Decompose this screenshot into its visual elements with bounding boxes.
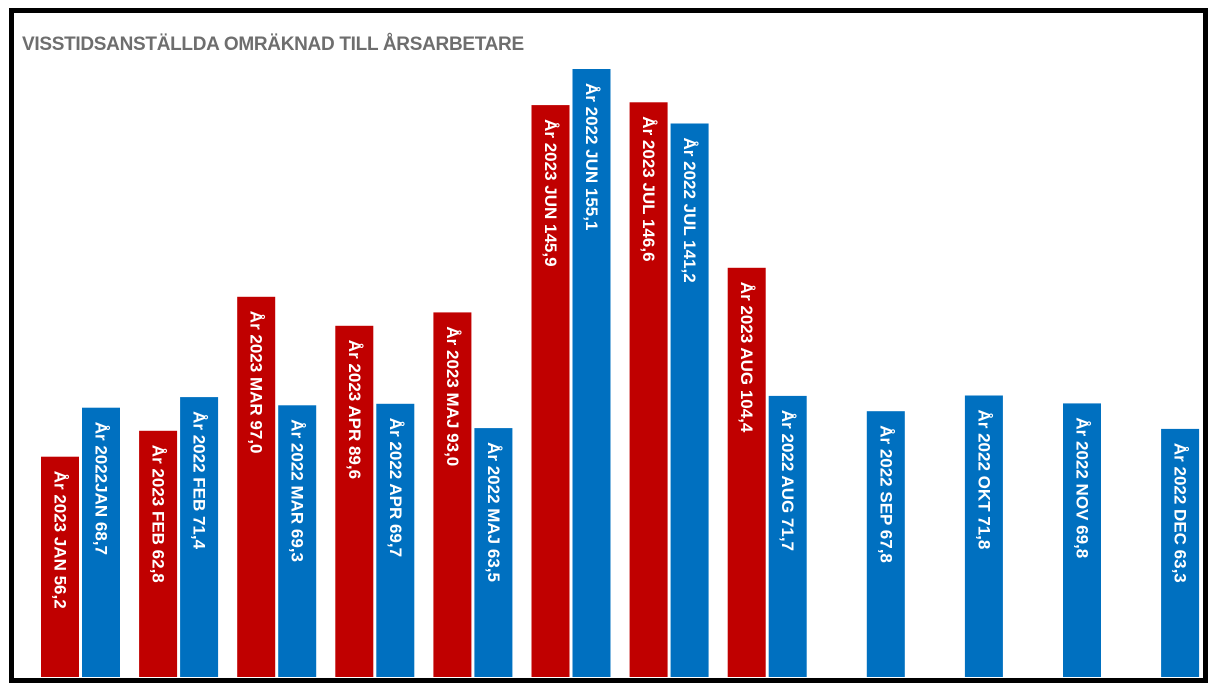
bar-2022-okt — [964, 395, 1003, 677]
bar-2023-apr — [335, 325, 374, 677]
data-label-2023-maj: År 2023 MAJ 93,0 — [443, 326, 462, 466]
data-label-2023-jun: År 2023 JUN 145,9 — [541, 119, 560, 266]
bar-2022-apr — [376, 403, 415, 677]
data-label-2023-mar: År 2023 MAR 97,0 — [247, 311, 266, 454]
data-label-2022-aug: År 2022 AUG 71,7 — [778, 410, 797, 551]
bar-2022-feb — [180, 397, 219, 677]
data-label-2023-feb: År 2023 FEB 62,8 — [149, 445, 168, 583]
bar-2022-maj — [474, 428, 513, 677]
bar-2022-nov — [1063, 403, 1101, 677]
bar-2022-aug — [768, 395, 807, 677]
bar-2022-dec — [1161, 428, 1200, 677]
data-label-2022-jun: År 2022 JUN 155,1 — [582, 83, 601, 230]
bar-2023-aug — [727, 267, 766, 677]
bar-2023-feb — [139, 430, 178, 677]
data-label-2023-jan: År 2023 JAN 56,2 — [51, 471, 70, 609]
data-label-2022-sep: År 2022 SEP 67,8 — [876, 425, 895, 563]
bar-2023-jul — [629, 102, 668, 678]
bar-2022-jun — [572, 69, 611, 677]
data-label-2022-mar: År 2022 MAR 69,3 — [288, 419, 307, 562]
data-label-2022-jan: År 2022JAN 68,7 — [92, 422, 111, 555]
data-label-2022-maj: År 2022 MAJ 63,5 — [484, 442, 503, 582]
data-label-2022-okt: År 2022 OKT 71,8 — [974, 410, 993, 550]
data-label-2023-apr: År 2023 APR 89,6 — [345, 340, 364, 479]
bar-2022-mar — [278, 405, 317, 677]
chart-title: VISSTIDSANSTÄLLDA OMRÄKNAD TILL ÅRSARBET… — [22, 34, 524, 55]
data-label-2023-aug: År 2023 AUG 104,4 — [737, 282, 756, 433]
bar-2023-maj — [433, 312, 472, 677]
bar-2023-jan — [41, 456, 79, 677]
bar-2022-sep — [866, 411, 905, 677]
bar-2023-mar — [237, 296, 276, 677]
data-label-2022-apr: År 2022 APR 69,7 — [386, 418, 405, 557]
data-label-2022-jul: År 2022 JUL 141,2 — [680, 138, 699, 283]
bar-2023-jun — [531, 105, 570, 678]
data-label-2023-jul: År 2023 JUL 146,6 — [639, 116, 658, 261]
bar-2022-jul — [670, 123, 709, 677]
bar-2022-jan — [82, 407, 120, 677]
data-label-2022-dec: År 2022 DEC 63,3 — [1171, 443, 1190, 583]
data-label-2022-nov: År 2022 NOV 69,8 — [1073, 417, 1092, 558]
data-label-2022-feb: År 2022 FEB 71,4 — [190, 411, 209, 550]
